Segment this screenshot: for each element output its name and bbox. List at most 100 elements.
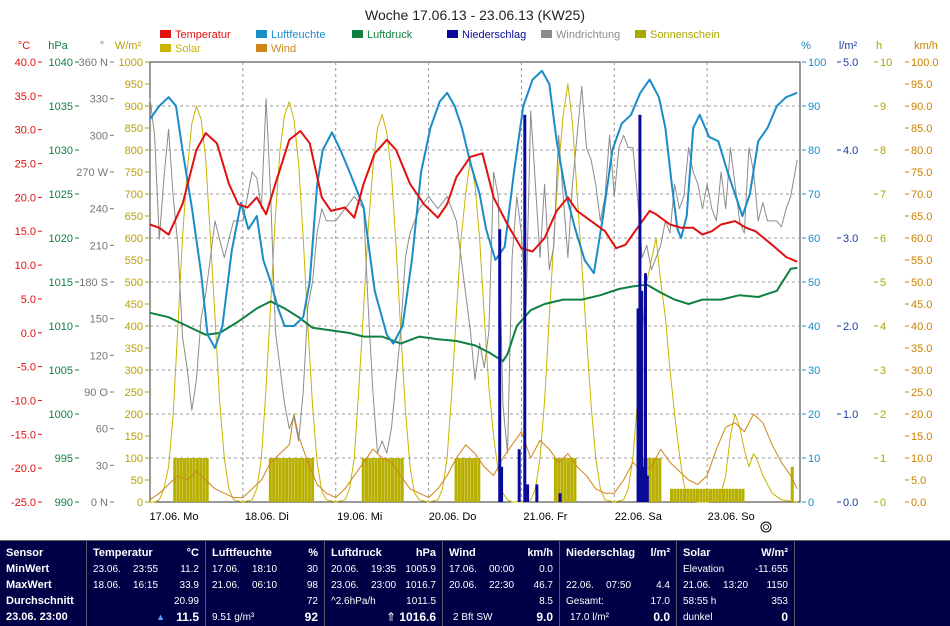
tick-label-solar: 250 [125, 387, 143, 399]
pressure-line [149, 266, 798, 363]
solar-average: 353 [771, 596, 788, 607]
tick-label-dir: 240 [90, 204, 108, 216]
tick-label-solar: 600 [125, 233, 143, 245]
stats-temperatur: Temperatur °C 23.06. 23:55 11.2 18.06. 1… [87, 541, 206, 626]
sunshine-bar [387, 458, 391, 502]
sunshine-bar [709, 488, 712, 502]
wind-current: 9.0 [536, 610, 553, 624]
sunshine-bar [291, 458, 295, 502]
tick-label-hum: 90 [808, 101, 820, 113]
sunshine-bar [474, 458, 478, 502]
tick-label-press: 1035 [49, 101, 73, 113]
sunshine-bar [278, 458, 282, 502]
sunshine-hours: 58:55 h [683, 596, 717, 607]
tick-label-temp: -10.0 [11, 395, 36, 407]
tick-label-sun: 8 [880, 145, 886, 157]
tick-label-temp: 40.0 [15, 57, 36, 69]
axis-unit-press: hPa [48, 40, 68, 52]
axis-unit-solar: W/m² [115, 40, 142, 52]
legend-swatch [256, 44, 267, 52]
sunshine-bar [570, 458, 574, 502]
sunshine-bar [563, 458, 567, 502]
tick-label-temp: 5.0 [21, 294, 36, 306]
chart-title: Woche 17.06.13 - 23.06.13 (KW25) [365, 7, 585, 23]
hum-max-date: 21.06. [212, 580, 240, 591]
tick-label-temp: 15.0 [15, 226, 36, 238]
tick-label-dir: 150 [90, 314, 108, 326]
x-label: 18.06. Di [245, 511, 289, 523]
sunshine-bar [394, 458, 398, 502]
axis-unit-rain: l/m² [839, 40, 858, 52]
sunshine-bar [182, 458, 186, 502]
sunshine-bar [368, 458, 372, 502]
sunshine-bar [268, 458, 272, 502]
wind-max-value: 46.7 [533, 580, 553, 591]
weather-chart: Woche 17.06.13 - 23.06.13 (KW25) Tempera… [11, 7, 939, 533]
sunshine-bar [311, 458, 315, 502]
solar-max-date: 21.06. [683, 580, 711, 591]
temp-current: 11.5 [176, 610, 199, 624]
sunshine-bar [573, 458, 577, 502]
press-max-value: 1016.7 [405, 580, 436, 591]
wind-min-value: 0.0 [539, 564, 553, 575]
niederschlag-unit: l/m² [650, 547, 670, 559]
tick-label-wind: 80.0 [911, 145, 932, 157]
axis-unit-wind: km/h [914, 40, 938, 52]
tick-label-wind: 75.0 [911, 167, 932, 179]
precipitation-bars [498, 114, 649, 503]
sunshine-bar [553, 458, 557, 502]
current-time-label: 23.06. 23:00 [6, 611, 68, 623]
sunshine-bar [294, 458, 298, 502]
x-label: 21.06. Fr [523, 511, 567, 523]
tick-label-wind: 5.0 [911, 475, 926, 487]
tick-label-press: 1020 [49, 233, 73, 245]
legend-label: Niederschlag [462, 29, 526, 41]
sunshine-bar [566, 458, 570, 502]
tick-label-wind: 10.0 [911, 453, 932, 465]
sunshine-bar [689, 488, 693, 502]
tick-label-press: 990 [55, 497, 73, 509]
niederschlag-header: Niederschlag [566, 547, 636, 559]
maxwert-label: MaxWert [6, 579, 52, 591]
legend-swatch [635, 30, 646, 38]
legend-label: Luftdruck [367, 29, 413, 41]
temp-min-value: 11.2 [180, 564, 199, 575]
sunshine-bar [307, 458, 311, 502]
tick-label-solar: 650 [125, 211, 143, 223]
tick-label-hum: 0 [808, 497, 814, 509]
x-label: 22.06. Sa [615, 511, 663, 523]
precipitation-bar [644, 273, 647, 502]
sunshine-bar [683, 488, 686, 502]
luftfeuchte-unit: % [308, 547, 318, 559]
luftfeuchte-header: Luftfeuchte [212, 547, 272, 559]
press-trend: ^2.6hPa/h [331, 596, 376, 607]
tick-label-press: 995 [55, 453, 73, 465]
tick-label-temp: -5.0 [17, 362, 36, 374]
tick-label-wind: 15.0 [911, 431, 932, 443]
tick-label-dir: 90 O [84, 387, 108, 399]
sunshine-bar [718, 488, 722, 502]
axis-units: °C hPa ° W/m²% l/m² h km/h [18, 40, 938, 52]
tick-label-dir: 180 S [79, 277, 108, 289]
tick-label-temp: -25.0 [11, 497, 36, 509]
tick-label-sun: 9 [880, 101, 886, 113]
tick-label-dir: 360 N [79, 57, 108, 69]
tick-label-hum: 70 [808, 189, 820, 201]
legend-label: Wind [271, 43, 296, 55]
sunshine-bar [304, 458, 308, 502]
sunshine-bar [298, 458, 302, 502]
sunshine-bar [790, 466, 794, 502]
sunshine-bar [557, 458, 561, 502]
tick-label-sun: 2 [880, 409, 886, 421]
temperatur-header: Temperatur [93, 547, 153, 559]
x-label: 19.06. Mi [337, 511, 382, 523]
sunshine-bar [679, 488, 683, 502]
stats-panel: Sensor MinWert MaxWert Durchschnitt 23.0… [0, 540, 950, 626]
tick-label-solar: 700 [125, 189, 143, 201]
legend-label: Windrichtung [556, 29, 620, 41]
tick-label-press: 1030 [49, 145, 73, 157]
tick-label-wind: 50.0 [911, 277, 932, 289]
solar-unit: W/m² [761, 547, 788, 559]
tick-label-hum: 50 [808, 277, 820, 289]
sunshine-bar [673, 488, 677, 502]
